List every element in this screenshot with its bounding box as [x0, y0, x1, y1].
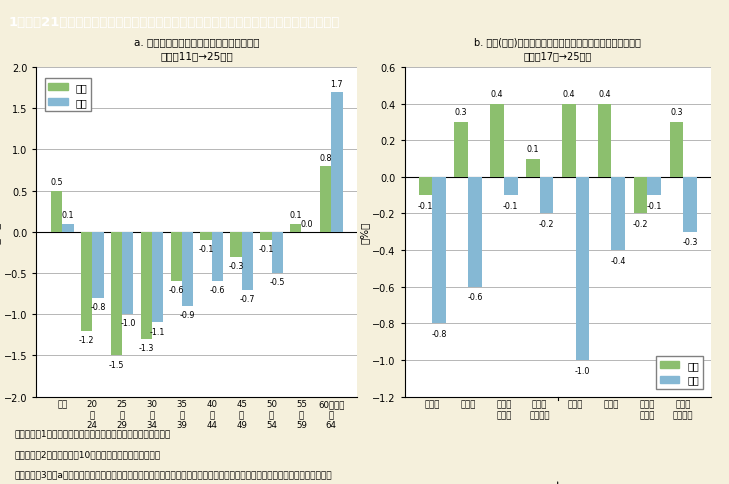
- Text: -1.5: -1.5: [109, 360, 124, 369]
- Text: 1－特－21図　一般労働者における平均勤続年数及び平均所定内給与額の変化（男女別）: 1－特－21図 一般労働者における平均勤続年数及び平均所定内給与額の変化（男女別…: [9, 16, 340, 29]
- Bar: [63, 224, 74, 232]
- Bar: [152, 232, 163, 323]
- Bar: [576, 178, 589, 360]
- Bar: [241, 232, 253, 290]
- Bar: [418, 178, 432, 196]
- Text: -0.9: -0.9: [180, 311, 195, 319]
- Legend: 女性, 男性: 女性, 男性: [44, 79, 91, 112]
- Text: 0.4: 0.4: [599, 90, 611, 99]
- Y-axis label: （%）: （%）: [359, 221, 370, 243]
- Text: -0.8: -0.8: [90, 302, 106, 311]
- Text: -0.1: -0.1: [647, 201, 662, 210]
- Bar: [432, 178, 445, 324]
- Text: -0.6: -0.6: [467, 293, 483, 302]
- Text: -0.7: -0.7: [240, 294, 255, 303]
- Legend: 女性, 男性: 女性, 男性: [656, 356, 703, 389]
- Bar: [230, 232, 241, 257]
- Text: 0.5: 0.5: [50, 178, 63, 187]
- Bar: [171, 232, 182, 282]
- Bar: [670, 122, 683, 178]
- Bar: [290, 224, 301, 232]
- Bar: [260, 232, 271, 241]
- Text: 0.0: 0.0: [301, 219, 313, 228]
- Text: 1.7: 1.7: [331, 79, 343, 88]
- Text: -0.3: -0.3: [228, 261, 243, 270]
- Bar: [141, 232, 152, 339]
- Bar: [271, 232, 283, 273]
- Bar: [331, 92, 343, 232]
- Text: -0.2: -0.2: [539, 220, 554, 228]
- Text: -1.0: -1.0: [574, 366, 590, 375]
- Text: 0.4: 0.4: [563, 90, 575, 99]
- Text: -0.1: -0.1: [503, 201, 518, 210]
- Bar: [490, 105, 504, 178]
- Y-axis label: （%）: （%）: [0, 221, 1, 243]
- Text: 2．常用労働者10人以上の民営事業所の数値。: 2．常用労働者10人以上の民営事業所の数値。: [15, 449, 160, 458]
- Bar: [200, 232, 211, 241]
- Text: -0.4: -0.4: [611, 256, 626, 265]
- Bar: [526, 159, 539, 178]
- Bar: [504, 178, 518, 196]
- Bar: [562, 105, 576, 178]
- Bar: [93, 232, 104, 298]
- Bar: [81, 232, 93, 331]
- Text: -0.1: -0.1: [418, 201, 433, 210]
- Text: -1.3: -1.3: [139, 344, 154, 352]
- Bar: [454, 122, 468, 178]
- Text: -0.6: -0.6: [168, 286, 184, 295]
- Title: a. 年齢階級別平均勤続年数の年平均増減率
（平成11年→25年）: a. 年齢階級別平均勤続年数の年平均増減率 （平成11年→25年）: [134, 37, 260, 61]
- Text: 0.1: 0.1: [62, 211, 74, 220]
- Text: -1.0: -1.0: [120, 318, 136, 328]
- Text: 3．（a．について）勤続年数とは，労働者がその企業に雇い入れられてから調査対象期日までに勤続した年数をいう。: 3．（a．について）勤続年数とは，労働者がその企業に雇い入れられてから調査対象期…: [15, 469, 332, 479]
- Text: 0.4: 0.4: [491, 90, 503, 99]
- Text: 0.3: 0.3: [455, 108, 467, 117]
- Text: 0.1: 0.1: [526, 145, 539, 154]
- Text: （備考）　1．厚生労働省「賃金構造基本統計調査」より作成。: （備考） 1．厚生労働省「賃金構造基本統計調査」より作成。: [15, 429, 171, 438]
- Bar: [598, 105, 612, 178]
- Text: -0.5: -0.5: [270, 277, 285, 287]
- Bar: [612, 178, 625, 251]
- Bar: [51, 191, 63, 232]
- Text: -0.6: -0.6: [210, 286, 225, 295]
- Bar: [683, 178, 697, 232]
- Text: 0.1: 0.1: [289, 211, 302, 220]
- Bar: [111, 232, 122, 356]
- Text: -0.2: -0.2: [633, 220, 648, 228]
- Text: -0.1: -0.1: [258, 244, 273, 254]
- Text: 0.8: 0.8: [319, 153, 332, 162]
- Title: b. 教育(学歴)別雇用形態別平均所定内給与額の年平均増減率
（平成17年→25年）: b. 教育(学歴)別雇用形態別平均所定内給与額の年平均増減率 （平成17年→25…: [475, 37, 641, 61]
- Text: -1.2: -1.2: [79, 335, 94, 344]
- Text: -0.1: -0.1: [198, 244, 214, 254]
- Bar: [634, 178, 647, 214]
- Bar: [182, 232, 193, 306]
- Bar: [468, 178, 482, 287]
- Text: -0.8: -0.8: [432, 329, 447, 338]
- Bar: [122, 232, 133, 315]
- Bar: [211, 232, 223, 282]
- Text: -0.3: -0.3: [682, 238, 698, 247]
- Bar: [320, 166, 331, 232]
- Text: 0.3: 0.3: [670, 108, 682, 117]
- Bar: [539, 178, 553, 214]
- Bar: [647, 178, 661, 196]
- Text: -1.1: -1.1: [150, 327, 165, 336]
